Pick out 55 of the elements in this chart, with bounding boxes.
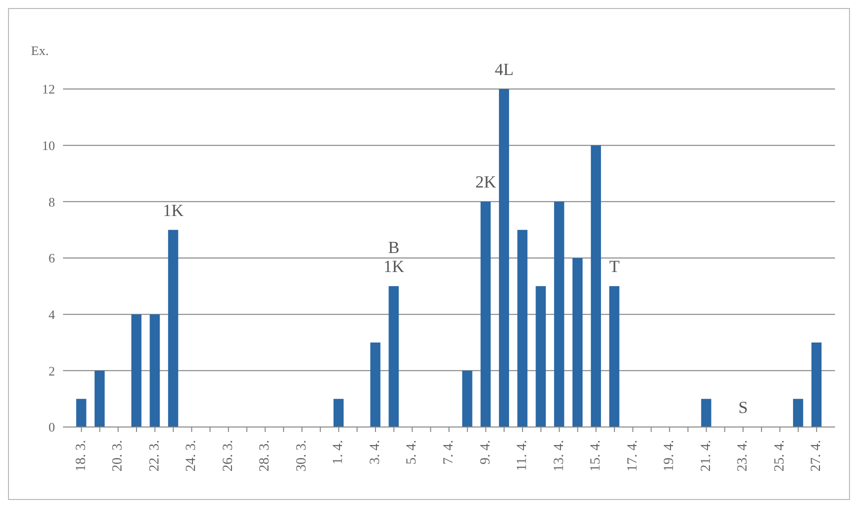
bar	[168, 230, 178, 427]
y-tick-label: 8	[48, 194, 55, 210]
x-tick-label: 18. 3.	[74, 440, 89, 472]
x-tick-label: 17. 4.	[625, 440, 640, 472]
x-tick-label: 23. 4.	[736, 440, 751, 472]
annotation: 2K	[475, 172, 497, 192]
annotation: 1K	[162, 200, 184, 220]
x-tick-label: 9. 4.	[478, 440, 494, 464]
x-tick-label: 1. 4.	[331, 440, 346, 464]
x-tick-label: 25. 4.	[772, 440, 788, 472]
x-tick-label: 24. 3.	[184, 440, 200, 472]
y-tick-label: 10	[42, 138, 55, 153]
x-tick-label: 19. 4.	[662, 440, 678, 472]
x-tick-label: 28. 3.	[258, 440, 273, 472]
y-tick-label: 6	[48, 250, 56, 266]
annotation: B 1K	[383, 238, 405, 276]
y-tick-label: 12	[42, 82, 55, 97]
bar	[131, 314, 142, 427]
bar	[76, 398, 86, 427]
annotation: S	[738, 398, 748, 417]
bar	[462, 370, 472, 427]
x-tick-label: 27. 4.	[809, 440, 824, 472]
bar	[370, 342, 380, 427]
bar	[498, 89, 510, 427]
y-tick-label: 2	[48, 363, 55, 378]
bar	[388, 286, 399, 427]
x-tick-label: 7. 4.	[442, 440, 456, 464]
y-axis-title: Ex.	[31, 43, 49, 59]
x-tick-label: 20. 3.	[110, 440, 126, 472]
annotation: T	[609, 257, 620, 276]
bar	[701, 398, 712, 427]
bar	[536, 286, 546, 427]
bar	[554, 202, 564, 427]
bar	[150, 314, 160, 427]
x-tick-label: 22. 3.	[147, 440, 162, 472]
y-tick-label: 4	[48, 306, 56, 322]
x-tick-label: 13. 4.	[552, 440, 567, 472]
bar	[811, 342, 822, 427]
bar	[517, 230, 528, 427]
x-tick-label: 15. 4.	[588, 440, 604, 472]
x-tick-label: 5. 4.	[404, 440, 420, 464]
x-tick-label: 11. 4.	[515, 440, 530, 471]
bar	[480, 202, 491, 427]
x-tick-label: 21. 4.	[698, 440, 714, 472]
annotation: 4L	[494, 60, 514, 79]
x-tick-label: 30. 3.	[294, 440, 310, 472]
bar	[94, 370, 105, 427]
bar	[572, 258, 583, 427]
bar	[609, 286, 620, 427]
x-tick-label: 3. 4.	[368, 440, 383, 464]
y-tick-label: 0	[48, 420, 55, 435]
bar	[334, 398, 344, 427]
bar	[793, 398, 804, 427]
bar	[590, 145, 601, 427]
x-tick-label: 26. 3.	[220, 440, 236, 472]
